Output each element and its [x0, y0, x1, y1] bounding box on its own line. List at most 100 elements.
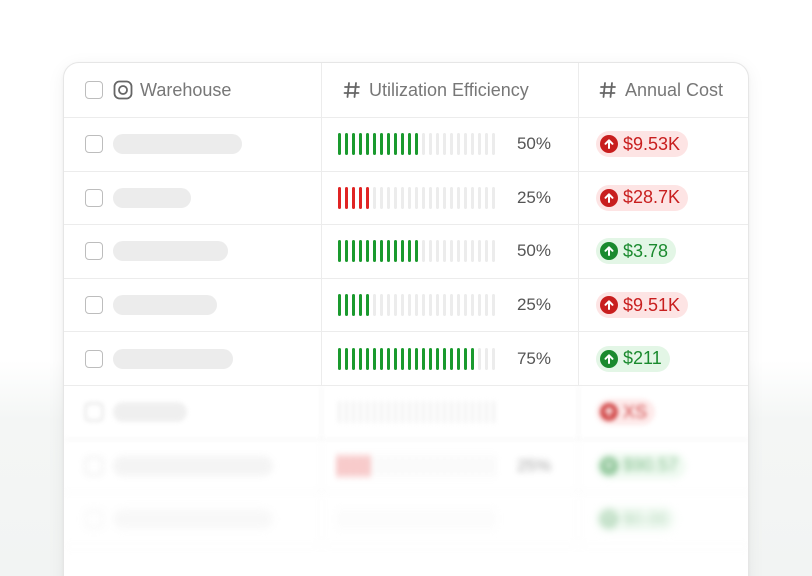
efficiency-value: 25% [516, 187, 551, 207]
efficiency-bar-segment [429, 508, 432, 531]
efficiency-bar-segment [429, 454, 432, 477]
table-row[interactable]: 75% $211 [64, 332, 748, 386]
efficiency-bar-segment [359, 347, 362, 370]
efficiency-bar-segment [352, 454, 355, 477]
efficiency-bar-segment [394, 401, 397, 424]
table-row[interactable]: 25% $90.57 [64, 439, 748, 494]
column-label-annual-cost: Annual Cost [625, 79, 724, 100]
warehouse-name-placeholder [113, 509, 273, 530]
row-checkbox[interactable] [85, 296, 103, 315]
warehouse-cell [64, 171, 322, 225]
efficiency-bar-segment [464, 240, 467, 263]
efficiency-bar-segment [478, 508, 481, 531]
efficiency-bar-segment [408, 401, 411, 424]
efficiency-bar-segment [401, 347, 404, 370]
efficiency-bar-segment [408, 454, 411, 477]
efficiency-bar [338, 454, 495, 477]
efficiency-bar-segment [401, 454, 404, 477]
arrow-up-icon [600, 188, 618, 207]
utilization-cell: 50% [322, 118, 579, 171]
annual-cost-cell: $9.53K [579, 118, 748, 171]
efficiency-bar-segment [471, 347, 474, 370]
efficiency-bar-segment [373, 294, 376, 317]
cost-value: $3.78 [623, 240, 669, 261]
efficiency-bar-segment [380, 240, 383, 263]
efficiency-bar [338, 240, 495, 263]
efficiency-bar-segment [471, 240, 474, 263]
row-checkbox[interactable] [85, 403, 103, 422]
arrow-up-icon [600, 403, 618, 422]
efficiency-bar-segment [492, 133, 495, 156]
efficiency-bar-segment [429, 133, 432, 156]
efficiency-bar-segment [429, 401, 432, 424]
efficiency-bar-segment [485, 347, 488, 370]
efficiency-bar-segment [422, 401, 425, 424]
efficiency-bar-segment [387, 401, 390, 424]
header-annual-cost[interactable]: Annual Cost [579, 63, 748, 117]
row-checkbox[interactable] [85, 188, 103, 207]
efficiency-bar-segment [492, 401, 495, 424]
efficiency-bar-segment [352, 401, 355, 424]
efficiency-bar-segment [394, 454, 397, 477]
efficiency-bar-segment [436, 508, 439, 531]
efficiency-bar-segment [457, 240, 460, 263]
arrow-up-icon [600, 510, 618, 529]
instagram-icon [113, 80, 133, 100]
efficiency-bar-segment [380, 401, 383, 424]
table-row[interactable]: 50% $3.78 [64, 225, 748, 279]
row-checkbox[interactable] [85, 242, 103, 261]
row-checkbox[interactable] [85, 456, 103, 475]
efficiency-bar [338, 294, 495, 317]
table-row[interactable]: XS [64, 386, 748, 440]
efficiency-bar-segment [345, 294, 348, 317]
efficiency-bar-segment [485, 240, 488, 263]
warehouse-name-placeholder [113, 134, 242, 155]
cost-value: $28.7K [623, 187, 681, 208]
cost-badge: $3.78 [596, 238, 677, 265]
efficiency-bar-segment [345, 186, 348, 209]
select-all-checkbox[interactable] [85, 81, 103, 99]
row-checkbox[interactable] [85, 510, 103, 529]
efficiency-bar-segment [450, 347, 453, 370]
table-row[interactable]: 50% $9.53K [64, 118, 748, 172]
efficiency-bar-segment [457, 347, 460, 370]
row-checkbox[interactable] [85, 135, 103, 154]
utilization-cell: 25% [322, 278, 579, 332]
efficiency-bar-segment [422, 347, 425, 370]
cost-badge: $28.7K [596, 184, 689, 211]
table-row[interactable]: $0.00 [64, 493, 748, 547]
efficiency-bar-segment [450, 186, 453, 209]
utilization-cell [322, 386, 579, 439]
efficiency-bar-segment [436, 347, 439, 370]
efficiency-bar-segment [394, 133, 397, 156]
efficiency-bar-segment [401, 508, 404, 531]
table-row[interactable]: 25% $28.7K [64, 171, 748, 226]
efficiency-bar-segment [485, 454, 488, 477]
efficiency-bar-segment [359, 454, 362, 477]
efficiency-bar-segment [443, 133, 446, 156]
efficiency-bar-segment [338, 240, 341, 263]
cost-value: $211 [623, 348, 662, 369]
row-checkbox[interactable] [85, 349, 103, 368]
efficiency-bar-segment [338, 454, 341, 477]
efficiency-bar-segment [464, 508, 467, 531]
efficiency-bar [338, 133, 495, 156]
efficiency-bar-segment [422, 454, 425, 477]
efficiency-bar-segment [457, 133, 460, 156]
efficiency-bar-segment [478, 401, 481, 424]
efficiency-bar [338, 508, 495, 531]
utilization-cell: 25% [322, 439, 579, 493]
header-utilization[interactable]: Utilization Efficiency [322, 63, 579, 117]
header-warehouse[interactable]: Warehouse [64, 63, 322, 117]
efficiency-bar-segment [352, 240, 355, 263]
efficiency-bar-segment [338, 133, 341, 156]
warehouse-cell [64, 278, 322, 332]
warehouse-cell [64, 225, 322, 278]
warehouse-name-placeholder [113, 455, 273, 476]
hash-icon [599, 81, 617, 99]
efficiency-bar-segment [401, 294, 404, 317]
efficiency-bar-segment [408, 508, 411, 531]
efficiency-bar-segment [457, 401, 460, 424]
efficiency-bar-segment [415, 133, 418, 156]
table-row[interactable]: 25% $9.51K [64, 278, 748, 333]
